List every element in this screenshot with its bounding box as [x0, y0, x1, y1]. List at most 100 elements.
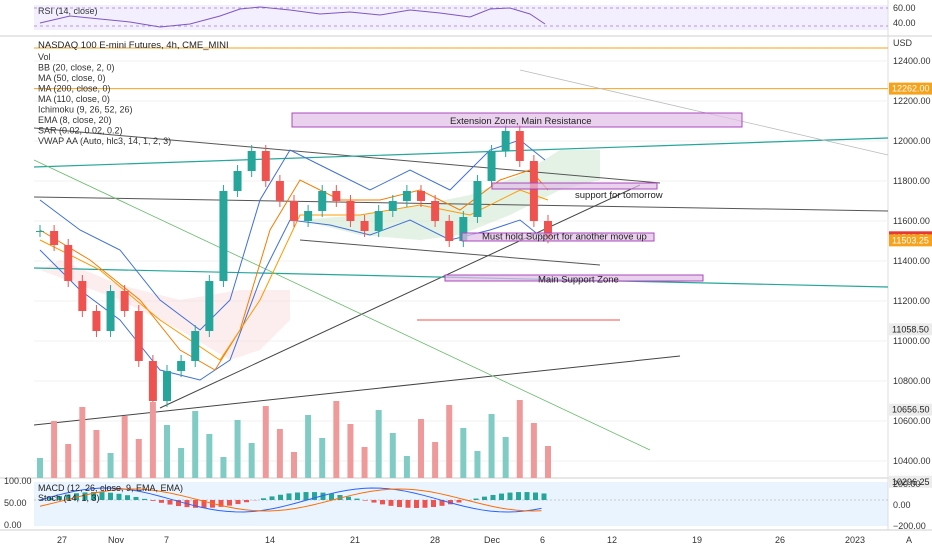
time-axis-label: 6: [540, 535, 545, 545]
price-tag: 12262.00: [892, 84, 930, 94]
candle-body: [134, 311, 143, 361]
price-axis-label: 12200.00: [893, 96, 931, 106]
macd-histogram-bar: [269, 496, 275, 500]
macd-histogram-bar: [91, 492, 96, 500]
macd-histogram-bar: [533, 492, 538, 500]
candle-body: [360, 221, 369, 231]
price-tag-bg: [889, 323, 932, 336]
macd-axis-label: 0.00: [893, 500, 911, 510]
macd-histogram-bar: [133, 496, 139, 500]
rsi-axis-label: 60.00: [893, 3, 916, 13]
volume-bar: [319, 438, 326, 478]
macd-histogram-bar: [414, 500, 419, 508]
candle-body: [163, 371, 171, 401]
macd-histogram-bar: [176, 500, 181, 507]
candle-body: [487, 151, 496, 181]
time-axis-label: 2023: [845, 535, 865, 545]
candle-body: [64, 245, 73, 281]
indicator-label: SAR (0.02, 0.02, 0.2): [38, 126, 123, 136]
candle-body: [120, 291, 129, 311]
annotation-zone: [491, 182, 658, 190]
time-axis-label: 27: [57, 535, 67, 545]
trendline: [33, 196, 889, 212]
candle-body: [515, 131, 524, 161]
candle-body: [50, 231, 59, 245]
indicator-label: MA (200, close, 0): [38, 84, 111, 94]
rsi-axis-label: 40.00: [893, 18, 916, 28]
macd-histogram-bar: [261, 498, 266, 500]
candle-body: [275, 181, 284, 201]
price-axis-label: 11800.00: [893, 176, 930, 186]
candle-body: [233, 171, 242, 191]
macd-axis-label: −200.00: [893, 521, 926, 531]
macd-histogram-bar: [380, 500, 385, 505]
macd-histogram-bar: [125, 495, 130, 500]
volume-bar: [65, 444, 72, 478]
macd-histogram-bar: [541, 493, 547, 500]
macd-histogram-bar: [312, 492, 317, 500]
volume-bar: [432, 442, 439, 478]
time-axis-label: Dec: [484, 535, 501, 545]
candle-body: [36, 231, 44, 232]
candle-body: [402, 191, 411, 201]
volume-bar: [333, 401, 340, 478]
volume-bar: [516, 400, 523, 478]
volume-bar: [220, 457, 227, 478]
macd-histogram-bar: [218, 500, 224, 507]
candle-body: [219, 191, 228, 281]
annotation-label: Main Support Zone: [538, 274, 619, 285]
volume-bar: [135, 439, 142, 478]
volume-bar: [502, 437, 509, 478]
price-tag: 11058.50: [892, 324, 929, 334]
price-tag-bg: [889, 82, 932, 95]
time-axis-label: 28: [430, 535, 440, 545]
trendline: [299, 239, 601, 266]
candle-body: [417, 191, 425, 201]
price-axis-label: 10600.00: [893, 416, 931, 426]
time-axis-label: 21: [350, 535, 360, 545]
macd-histogram-bar: [193, 500, 198, 508]
macd-histogram-bar: [235, 500, 241, 505]
annotation-zone: [444, 274, 704, 282]
volume-bar: [305, 415, 312, 478]
volume-bar: [234, 420, 241, 478]
ma-line-orange: [39, 169, 549, 371]
annotation-label: Extension Zone, Main Resistance: [450, 116, 592, 127]
macd-histogram-bar: [499, 493, 504, 500]
indicator-label: Ichimoku (9, 26, 52, 26): [38, 105, 133, 115]
macd-histogram-bar: [448, 500, 453, 505]
volume-bar: [206, 434, 213, 478]
price-tag-bg: [889, 403, 932, 416]
macd-histogram-bar: [303, 492, 309, 500]
price-axis-label: 10400.00: [893, 456, 931, 466]
volume-bar: [403, 456, 410, 478]
candle-body: [431, 201, 440, 221]
price-tag: 10296.25: [892, 477, 930, 487]
macd-histogram-bar: [65, 494, 71, 500]
candle-body: [445, 221, 454, 241]
macd-histogram-bar: [346, 496, 351, 500]
volume-bar: [192, 411, 199, 478]
macd-histogram-bar: [329, 493, 334, 500]
macd-histogram-bar: [74, 493, 79, 500]
macd-histogram-bar: [116, 493, 122, 500]
volume-bar: [545, 446, 551, 478]
price-tag-bg: [889, 475, 932, 488]
trendline: [159, 184, 641, 409]
ichimoku-cloud-bear: [40, 260, 290, 360]
auto-scale-button: A: [906, 535, 912, 545]
macd-histogram-bar: [439, 500, 445, 506]
macd-histogram-bar: [167, 500, 173, 505]
annotation-zone: [461, 232, 655, 242]
volume-bar: [51, 421, 58, 478]
macd-histogram-bar: [108, 492, 113, 500]
time-axis-label: Nov: [108, 535, 125, 545]
volume-bar: [178, 448, 185, 478]
candle-body: [205, 281, 214, 331]
volume-bar: [79, 407, 86, 478]
annotation-zone: [291, 112, 743, 128]
indicator-label: BB (20, close, 2, 0): [38, 63, 115, 73]
candle-body: [191, 331, 200, 361]
macd-histogram-bar: [456, 500, 462, 503]
